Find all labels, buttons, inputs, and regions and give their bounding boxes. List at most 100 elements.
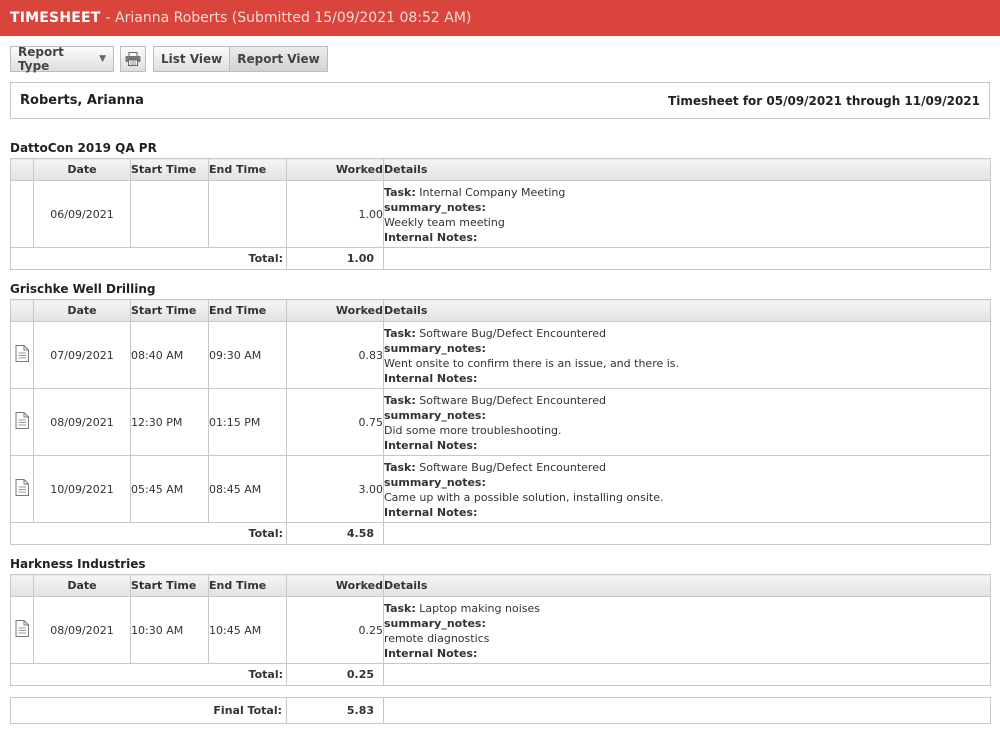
internal-notes-label: Internal Notes: — [384, 647, 478, 660]
col-details-header: Details — [383, 158, 991, 181]
summary-notes-value: Went onsite to confirm there is an issue… — [384, 357, 680, 370]
entry-details: Task: Software Bug/Defect Encountered sum… — [383, 388, 991, 456]
summary-notes-label: summary_notes: — [384, 617, 486, 630]
internal-notes-label: Internal Notes: — [384, 439, 478, 452]
summary-notes-value: Came up with a possible solution, instal… — [384, 491, 664, 504]
task-line: Task: Software Bug/Defect Encountered — [384, 326, 990, 341]
entry-icon-cell[interactable] — [10, 321, 34, 389]
timesheet-table: Date Start Time End Time Worked Details 08/09… — [10, 574, 991, 686]
col-icon-header — [10, 158, 34, 181]
section-title: Harkness Industries — [10, 557, 146, 571]
print-button[interactable] — [120, 46, 146, 72]
task-value: Laptop making noises — [419, 602, 540, 615]
total-spacer — [383, 247, 991, 270]
entry-icon-cell[interactable] — [10, 596, 34, 664]
report-type-dropdown[interactable]: Report Type ▼ — [10, 45, 114, 73]
entry-icon-cell[interactable] — [10, 388, 34, 456]
entry-date: 10/09/2021 — [33, 455, 131, 523]
entry-details: Task: Internal Company Meeting summary_no… — [383, 180, 991, 248]
total-spacer — [383, 663, 991, 686]
table-row[interactable]: 08/09/2021 12:30 PM 01:15 PM 0.75 Task: Soft… — [10, 388, 991, 456]
task-value: Software Bug/Defect Encountered — [419, 327, 606, 340]
entry-worked: 0.25 — [286, 596, 384, 664]
col-start-header[interactable]: Start Time — [130, 574, 209, 597]
view-toggle: List View Report View — [153, 46, 328, 72]
task-value: Software Bug/Defect Encountered — [419, 461, 606, 474]
col-end-header[interactable]: End Time — [208, 299, 287, 322]
entry-end-time: 08:45 AM — [208, 455, 287, 523]
col-end-header[interactable]: End Time — [208, 574, 287, 597]
col-date-header[interactable]: Date — [33, 158, 131, 181]
document-icon[interactable] — [15, 479, 29, 499]
section-title: DattoCon 2019 QA PR — [10, 141, 157, 155]
col-worked-header[interactable]: Worked — [286, 158, 384, 181]
col-date-header[interactable]: Date — [33, 299, 131, 322]
final-total-table: Final Total: 5.83 — [10, 697, 991, 724]
total-row: Total: 1.00 — [10, 247, 991, 270]
timesheet-header: Roberts, Arianna Timesheet for 05/09/202… — [10, 82, 990, 119]
task-label: Task: — [384, 186, 416, 199]
timesheet-table: Date Start Time End Time Worked Details 07/09… — [10, 299, 991, 545]
internal-notes-label: Internal Notes: — [384, 372, 478, 385]
col-icon-header — [10, 299, 34, 322]
col-date-header[interactable]: Date — [33, 574, 131, 597]
entry-date: 07/09/2021 — [33, 321, 131, 389]
printer-icon — [125, 52, 141, 66]
entry-date: 06/09/2021 — [33, 180, 131, 248]
task-label: Task: — [384, 394, 416, 407]
list-view-button[interactable]: List View — [153, 46, 230, 72]
task-label: Task: — [384, 327, 416, 340]
task-line: Task: Laptop making noises — [384, 601, 990, 616]
summary-notes-label: summary_notes: — [384, 476, 486, 489]
entry-details: Task: Software Bug/Defect Encountered sum… — [383, 321, 991, 389]
col-worked-header[interactable]: Worked — [286, 574, 384, 597]
entry-icon-cell — [10, 180, 34, 248]
page-subtitle: - Arianna Roberts (Submitted 15/09/2021 … — [105, 10, 472, 26]
entry-start-time: 08:40 AM — [130, 321, 209, 389]
final-total-spacer — [383, 697, 991, 724]
entry-end-time: 09:30 AM — [208, 321, 287, 389]
entry-start-time: 05:45 AM — [130, 455, 209, 523]
total-label: Total: — [10, 522, 287, 545]
entry-end-time: 10:45 AM — [208, 596, 287, 664]
task-label: Task: — [384, 461, 416, 474]
entry-date: 08/09/2021 — [33, 596, 131, 664]
document-icon[interactable] — [15, 412, 29, 432]
table-row[interactable]: 10/09/2021 05:45 AM 08:45 AM 3.00 Task: Soft… — [10, 455, 991, 523]
col-details-header: Details — [383, 574, 991, 597]
entry-start-time: 10:30 AM — [130, 596, 209, 664]
document-icon[interactable] — [15, 345, 29, 365]
total-label: Total: — [10, 247, 287, 270]
summary-notes-value: remote diagnostics — [384, 632, 490, 645]
internal-notes-label: Internal Notes: — [384, 231, 478, 244]
page-title: TIMESHEET — [10, 10, 101, 26]
entry-worked: 3.00 — [286, 455, 384, 523]
timesheet-table: Date Start Time End Time Worked Details 06/09… — [10, 158, 991, 270]
summary-notes-label: summary_notes: — [384, 201, 486, 214]
summary-notes-label: summary_notes: — [384, 342, 486, 355]
table-row[interactable]: 07/09/2021 08:40 AM 09:30 AM 0.83 Task: Soft… — [10, 321, 991, 389]
total-spacer — [383, 522, 991, 545]
col-start-header[interactable]: Start Time — [130, 299, 209, 322]
task-line: Task: Software Bug/Defect Encountered — [384, 460, 990, 475]
timesheet-period: Timesheet for 05/09/2021 through 11/09/2… — [668, 93, 980, 108]
entry-details: Task: Software Bug/Defect Encountered sum… — [383, 455, 991, 523]
entry-icon-cell[interactable] — [10, 455, 34, 523]
total-row: Total: 4.58 — [10, 522, 991, 545]
report-view-button[interactable]: Report View — [229, 46, 328, 72]
col-end-header[interactable]: End Time — [208, 158, 287, 181]
col-worked-header[interactable]: Worked — [286, 299, 384, 322]
table-header-row: Date Start Time End Time Worked Details — [10, 158, 991, 181]
document-icon[interactable] — [15, 620, 29, 640]
table-row[interactable]: 06/09/2021 1.00 Task: Internal Company Mee… — [10, 180, 991, 248]
final-total-value: 5.83 — [286, 697, 384, 724]
entry-end-time — [208, 180, 287, 248]
total-label: Total: — [10, 663, 287, 686]
col-icon-header — [10, 574, 34, 597]
table-header-row: Date Start Time End Time Worked Details — [10, 574, 991, 597]
section-title: Grischke Well Drilling — [10, 282, 156, 296]
internal-notes-label: Internal Notes: — [384, 506, 478, 519]
table-row[interactable]: 08/09/2021 10:30 AM 10:45 AM 0.25 Task: Lapt… — [10, 596, 991, 664]
col-start-header[interactable]: Start Time — [130, 158, 209, 181]
col-details-header: Details — [383, 299, 991, 322]
